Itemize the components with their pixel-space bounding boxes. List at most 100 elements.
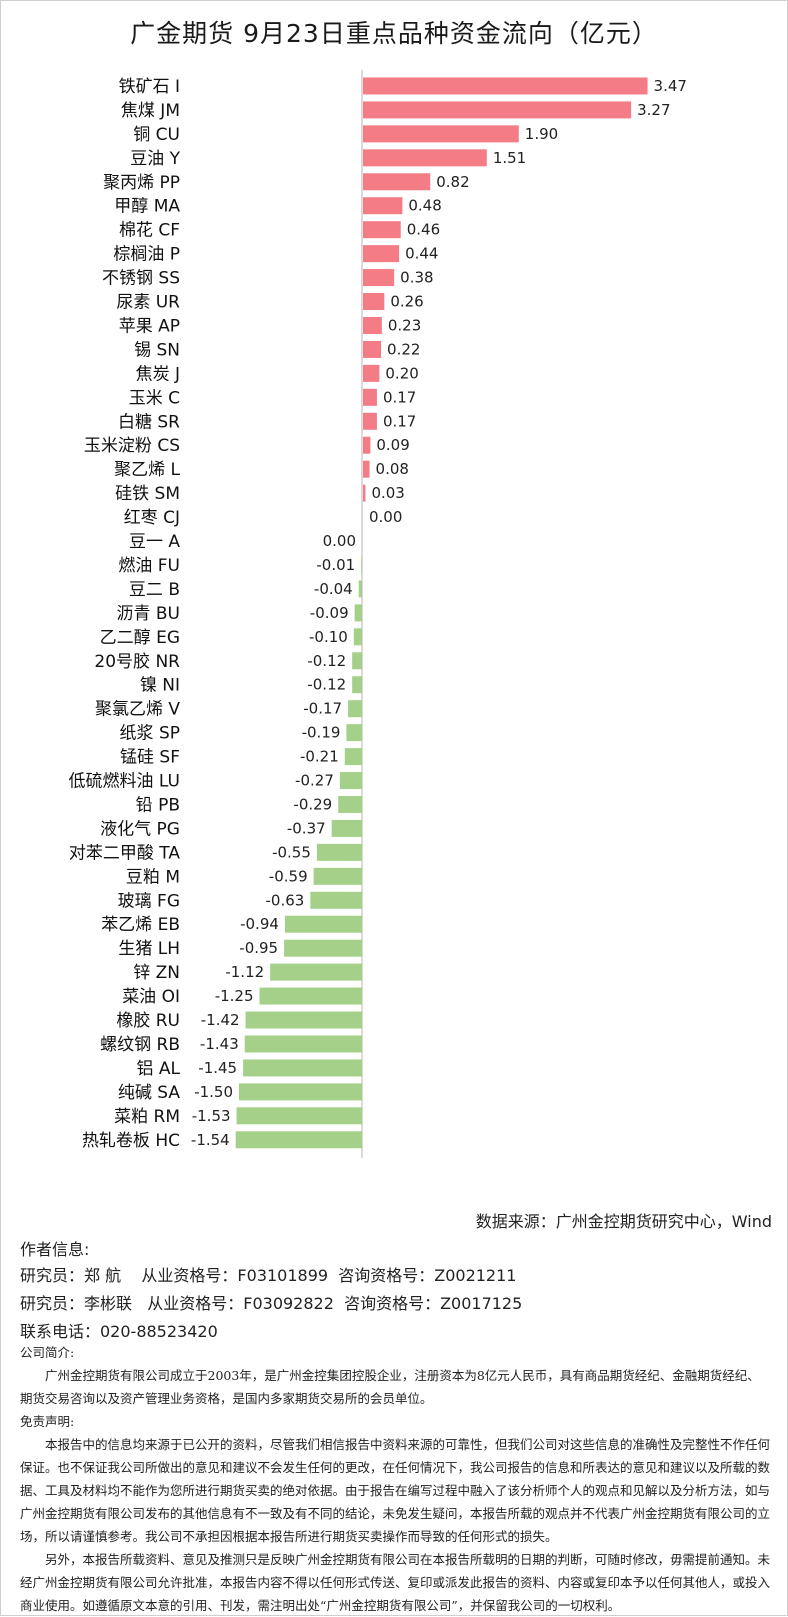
author-header: 作者信息: (20, 1240, 90, 1259)
fund-flow-bar-chart: 铁矿石 I 3.47 焦煤 JM 3.27 铜 CU 1.90 豆油 Y 1.51 聚丙烯 PP… (69, 70, 687, 1158)
category-label-2: 铜 CU (133, 125, 180, 145)
bar-36 (284, 939, 362, 957)
bar-43 (236, 1107, 362, 1125)
bar-25 (352, 676, 362, 694)
category-label-34: 玻璃 FG (118, 891, 180, 911)
bar-0 (363, 77, 648, 95)
bar-5 (363, 197, 403, 215)
bar-40 (244, 1035, 362, 1053)
chart-title: 广金期货 9月23日重点品种资金流向（亿元） (130, 19, 658, 48)
category-label-39: 橡胶 RU (116, 1011, 180, 1031)
disclaimer-paragraph-2: 另外，本报告所载资料、意见及推测只是反映广州金控期货有限公司在本报告所载明的日期… (20, 1552, 771, 1613)
value-label-17: 0.03 (371, 484, 404, 502)
bar-35 (284, 915, 362, 933)
value-label-3: 1.51 (493, 149, 526, 167)
category-label-1: 焦煤 JM (121, 101, 180, 121)
category-label-28: 锰硅 SF (120, 748, 180, 768)
bar-28 (344, 748, 362, 766)
data-source: 数据来源：广州金控期货研究中心，Wind (475, 1212, 772, 1231)
category-label-17: 硅铁 SM (115, 484, 180, 504)
value-label-15: 0.09 (376, 436, 409, 454)
bar-21 (358, 580, 362, 598)
bar-17 (363, 484, 366, 502)
category-label-25: 镍 NI (140, 676, 180, 696)
category-label-8: 不锈钢 SS (102, 269, 180, 289)
category-label-18: 红枣 CJ (124, 508, 180, 528)
value-label-26: -0.17 (303, 700, 342, 718)
value-label-11: 0.22 (387, 340, 420, 358)
bar-32 (316, 843, 362, 861)
bar-11 (363, 340, 382, 358)
category-label-19: 豆一 A (129, 532, 180, 552)
category-label-16: 聚乙烯 L (114, 460, 180, 480)
bar-30 (338, 795, 362, 813)
category-label-36: 生猪 LH (118, 939, 180, 959)
category-label-40: 螺纹钢 RB (100, 1035, 180, 1055)
bar-3 (363, 149, 487, 167)
value-label-16: 0.08 (376, 460, 409, 478)
value-label-8: 0.38 (400, 269, 433, 287)
value-label-41: -1.45 (198, 1059, 237, 1077)
value-label-42: -1.50 (194, 1083, 233, 1101)
company-text: 广州金控期货有限公司成立于2003年，是广州金控集团控股企业，注册资本为8亿元人… (20, 1368, 760, 1406)
value-label-39: -1.42 (201, 1011, 240, 1029)
value-label-23: -0.10 (309, 628, 348, 646)
value-label-2: 1.90 (525, 125, 558, 143)
category-label-14: 白糖 SR (118, 412, 180, 432)
bar-14 (363, 412, 377, 430)
bar-26 (348, 700, 362, 718)
value-label-25: -0.12 (307, 676, 346, 694)
bar-37 (270, 963, 362, 981)
bar-33 (313, 867, 362, 885)
value-label-30: -0.29 (293, 795, 332, 813)
value-label-32: -0.55 (272, 843, 311, 861)
analyst-1: 研究员：郑 航 从业资格号：F03101899 咨询资格号：Z0021211 (20, 1266, 517, 1285)
category-label-0: 铁矿石 I (119, 77, 180, 97)
category-label-5: 甲醇 MA (114, 197, 180, 217)
bar-15 (363, 436, 371, 454)
value-label-37: -1.12 (225, 963, 264, 981)
contact-phone: 联系电话：020-88523420 (20, 1322, 218, 1341)
company-header: 公司简介: (20, 1345, 75, 1360)
category-label-31: 液化气 PG (100, 819, 180, 839)
category-label-22: 沥青 BU (116, 604, 180, 624)
category-label-33: 豆粕 M (126, 867, 180, 887)
bar-7 (363, 245, 400, 263)
category-label-23: 乙二醇 EG (100, 628, 180, 648)
category-label-3: 豆油 Y (130, 149, 180, 169)
category-label-11: 锡 SN (134, 340, 180, 360)
category-label-7: 棕榈油 P (113, 245, 180, 265)
bar-23 (353, 628, 362, 646)
value-label-22: -0.09 (310, 604, 349, 622)
bar-1 (363, 101, 632, 119)
bar-27 (346, 724, 362, 742)
bar-44 (235, 1131, 362, 1149)
category-label-13: 玉米 C (129, 388, 180, 408)
disclaimer-paragraph-1: 本报告中的信息均来源于已公开的资料，尽管我们相信报告中资料来源的可靠性，但我们公… (20, 1437, 771, 1544)
category-label-24: 20号胶 NR (94, 652, 180, 672)
bar-6 (363, 221, 401, 239)
value-label-12: 0.20 (385, 364, 418, 382)
value-label-18: 0.00 (369, 508, 402, 526)
category-label-12: 焦炭 J (136, 364, 180, 384)
value-label-24: -0.12 (307, 652, 346, 670)
bar-12 (363, 364, 380, 382)
bar-29 (339, 772, 362, 790)
value-label-19: 0.00 (323, 532, 356, 550)
value-label-33: -0.59 (269, 867, 308, 885)
value-label-34: -0.63 (266, 891, 305, 909)
value-label-31: -0.37 (287, 819, 326, 837)
category-label-9: 尿素 UR (116, 293, 180, 313)
category-label-27: 纸浆 SP (120, 724, 180, 744)
category-label-41: 铝 AL (136, 1059, 180, 1079)
value-label-6: 0.46 (407, 221, 440, 239)
value-label-21: -0.04 (314, 580, 353, 598)
value-label-20: -0.01 (316, 556, 355, 574)
category-label-29: 低硫燃料油 LU (69, 772, 180, 792)
bar-22 (354, 604, 362, 622)
value-label-1: 3.27 (637, 101, 670, 119)
category-label-4: 聚丙烯 PP (103, 173, 180, 193)
value-label-40: -1.43 (200, 1035, 239, 1053)
bar-4 (363, 173, 431, 191)
bar-13 (363, 388, 377, 406)
